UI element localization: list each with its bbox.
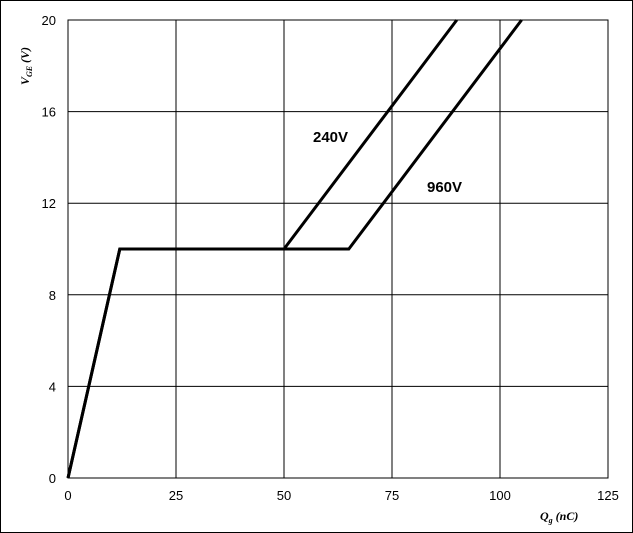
x-axis-label: Qg (nC) xyxy=(540,509,578,525)
series-label-240v: 240V xyxy=(313,129,348,146)
x-tick-label: 50 xyxy=(277,488,291,503)
y-axis-label: VGE (V) xyxy=(18,47,34,85)
series-annotations: 240V 960V xyxy=(313,129,462,196)
tick-labels: 0 25 50 75 100 125 0 4 8 12 16 20 xyxy=(42,13,619,503)
y-tick-label: 8 xyxy=(49,288,56,303)
plot-area xyxy=(67,19,609,479)
x-tick-label: 75 xyxy=(385,488,399,503)
x-tick-label: 100 xyxy=(489,488,511,503)
x-tick-label: 125 xyxy=(597,488,619,503)
y-tick-label: 12 xyxy=(42,196,56,211)
x-tick-label: 0 xyxy=(64,488,71,503)
y-tick-label: 20 xyxy=(42,13,56,28)
y-tick-label: 4 xyxy=(49,379,56,394)
x-tick-label: 25 xyxy=(169,488,183,503)
series-lines xyxy=(66,19,523,479)
y-tick-label: 16 xyxy=(42,105,56,120)
series-label-960v: 960V xyxy=(427,179,462,196)
y-tick-label: 0 xyxy=(49,471,56,486)
series-line-960v xyxy=(66,19,523,479)
